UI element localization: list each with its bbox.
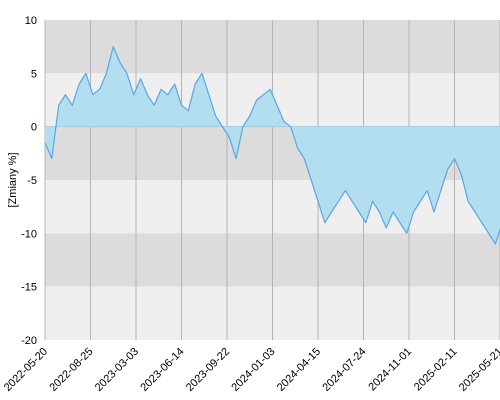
x-tick-label: 2024-07-24 bbox=[320, 346, 368, 394]
y-axis-label: [Zmiany %] bbox=[7, 152, 19, 207]
series-line-path bbox=[44, 46, 500, 245]
series-line bbox=[44, 46, 500, 245]
y-tick-labels: 10 5 0 -5 -10 -15 -20 bbox=[21, 15, 37, 347]
y-tick-label: -15 bbox=[21, 282, 37, 294]
x-tick-label: 2024-11-01 bbox=[366, 346, 414, 394]
x-tick-label: 2022-08-25 bbox=[47, 346, 95, 394]
x-tick-label: 2023-09-22 bbox=[184, 346, 232, 394]
y-tick-label: -5 bbox=[27, 175, 37, 187]
x-tick-label: 2025-05-21 bbox=[457, 346, 500, 394]
x-tick-label: 2023-06-14 bbox=[138, 346, 186, 394]
y-tick-label: -10 bbox=[21, 228, 37, 240]
x-tick-label: 2023-03-03 bbox=[93, 346, 141, 394]
y-tick-label: 5 bbox=[31, 68, 37, 80]
y-tick-label: -20 bbox=[21, 335, 37, 347]
y-tick-label: 10 bbox=[25, 15, 37, 27]
x-tick-labels: 2022-05-202022-08-252023-03-032023-06-14… bbox=[2, 346, 500, 394]
x-tick-label: 2022-05-20 bbox=[2, 346, 50, 394]
x-tick-label: 2025-02-11 bbox=[412, 346, 460, 394]
x-tick-label: 2024-01-03 bbox=[229, 346, 277, 394]
y-tick-label: 0 bbox=[31, 122, 37, 134]
x-tick-label: 2024-04-15 bbox=[275, 346, 323, 394]
